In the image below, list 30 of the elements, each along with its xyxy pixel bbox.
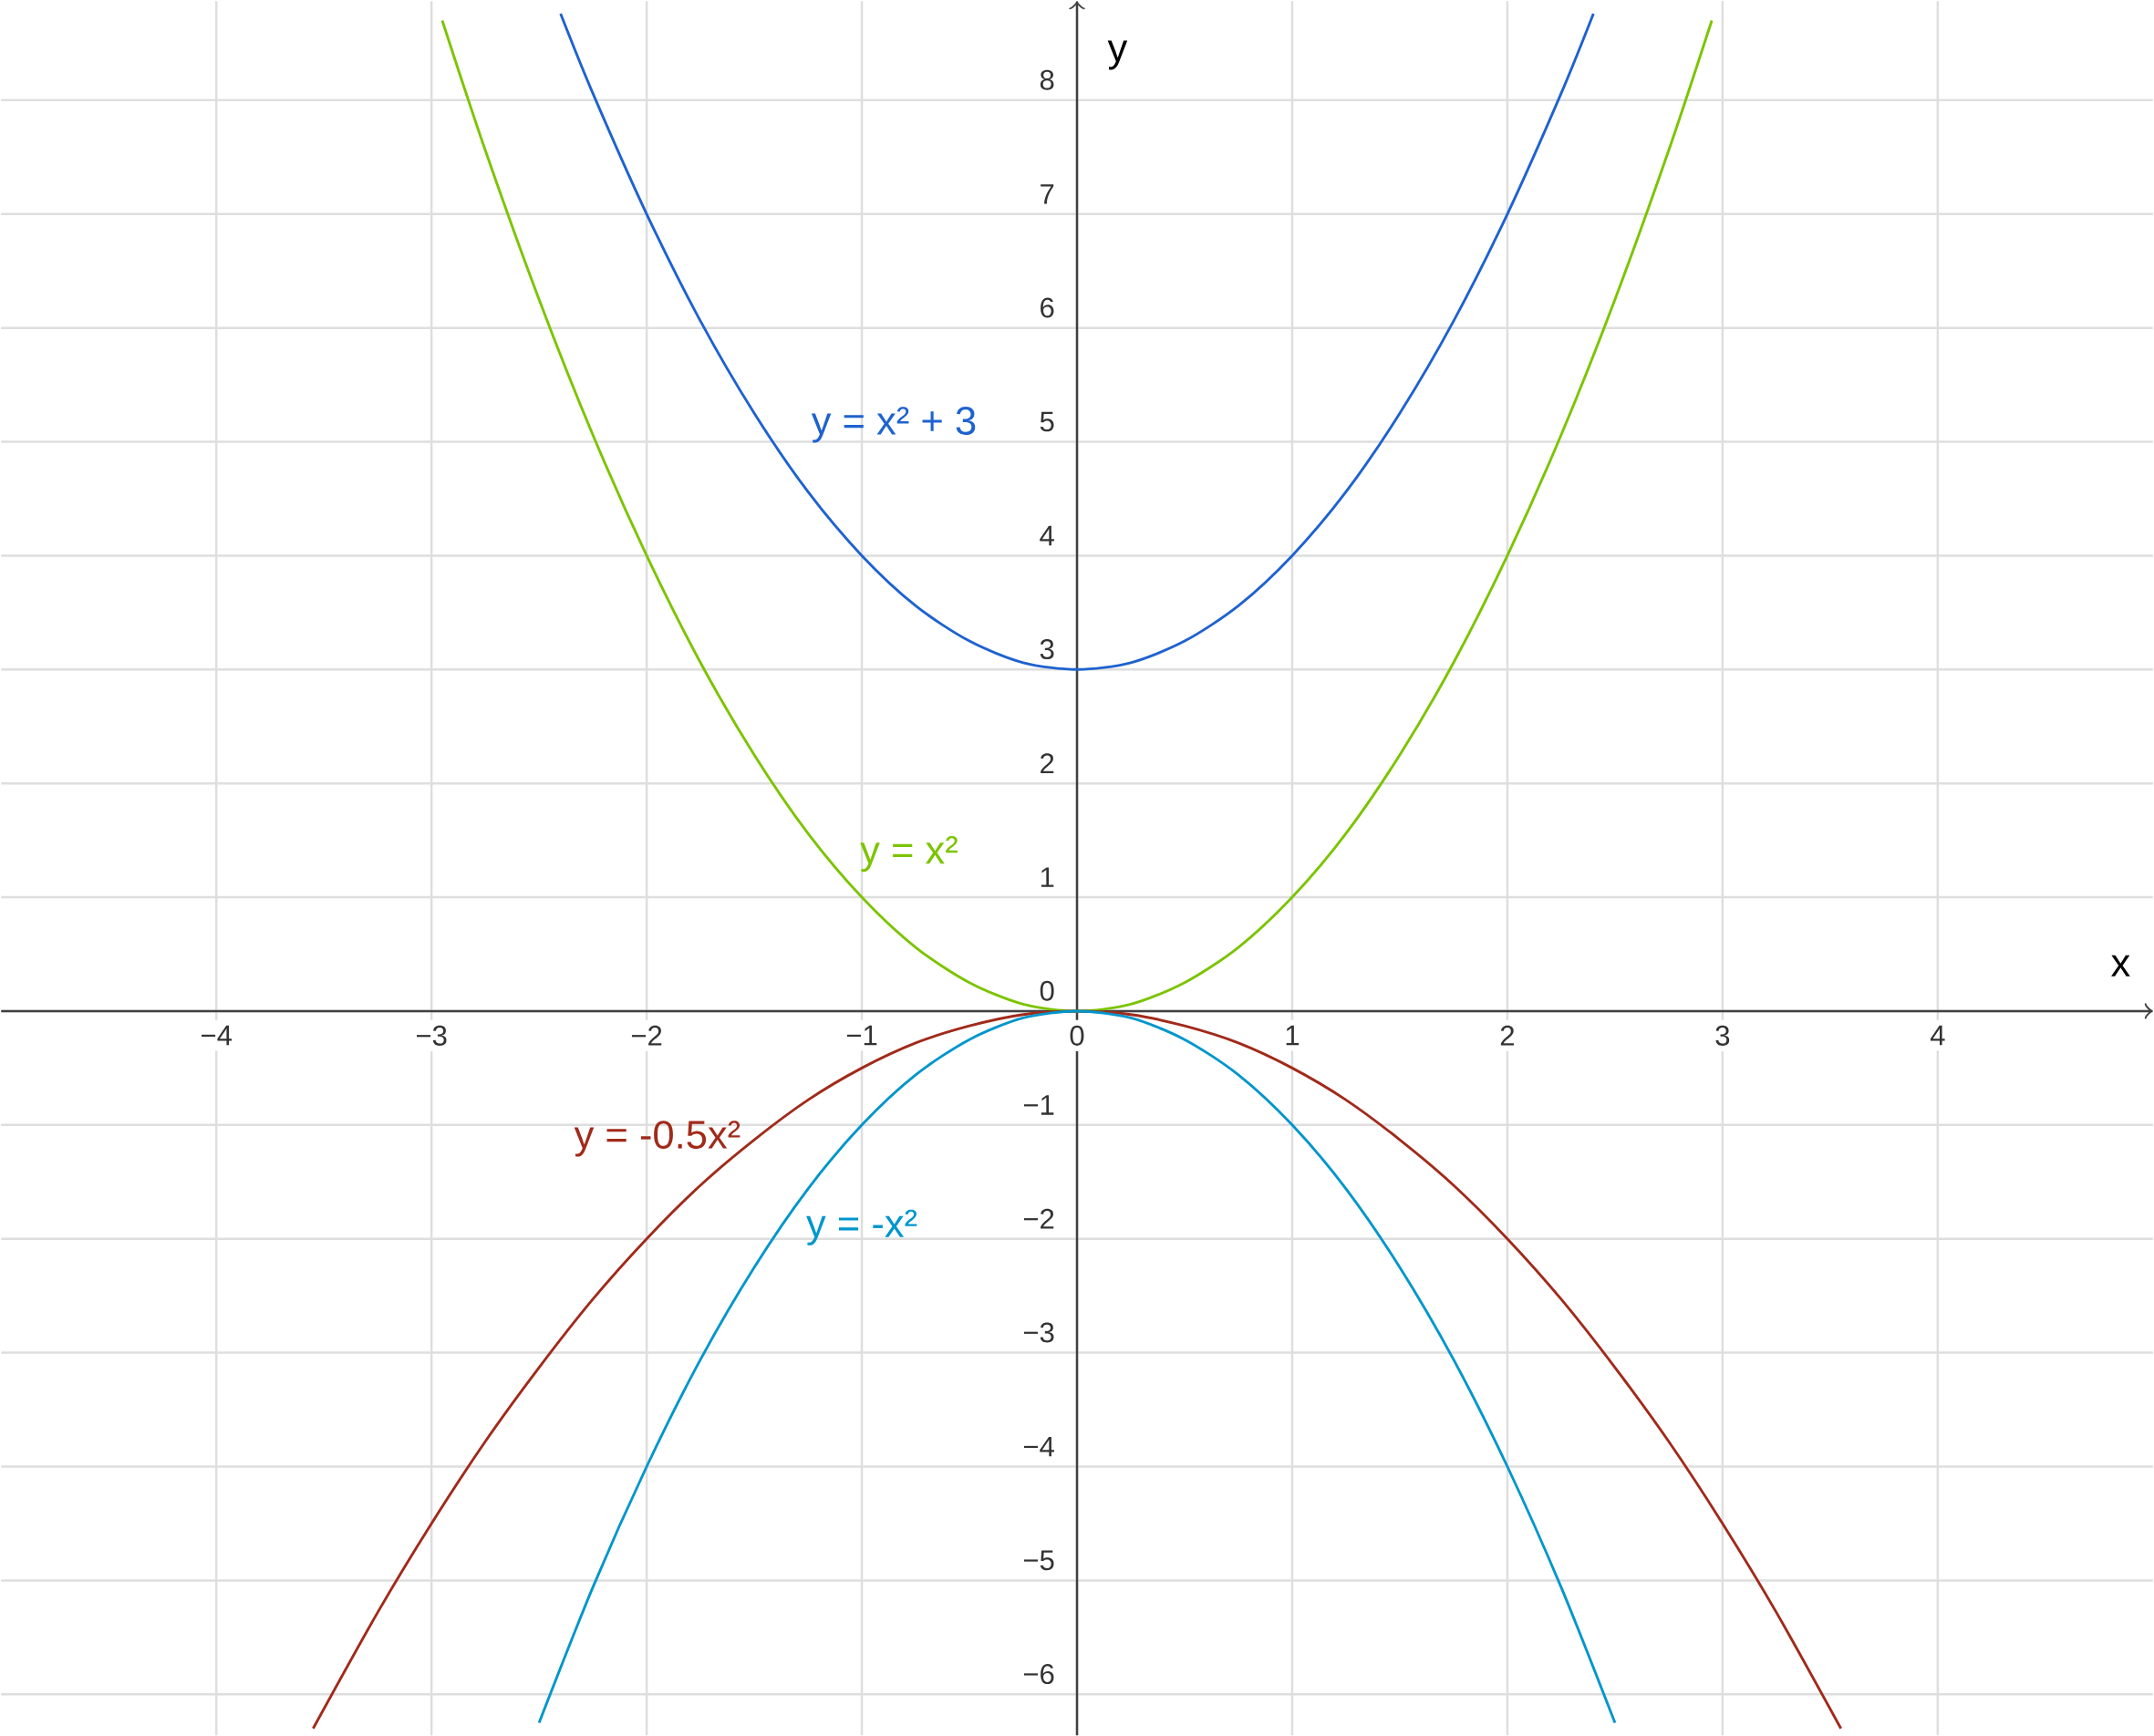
y-tick-label: −2	[1023, 1208, 1054, 1229]
x-tick-label: −1	[846, 1025, 877, 1046]
y-tick-label: 1	[1041, 867, 1054, 887]
y-tick-label: 2	[1041, 753, 1054, 773]
x-tick-label: 4	[1930, 1025, 1945, 1046]
series-label: y = x²	[860, 835, 958, 872]
series-label: y = -x²	[806, 1209, 917, 1245]
y-tick-label: 5	[1040, 411, 1054, 432]
series-label: y = -0.5x²	[574, 1120, 740, 1157]
x-tick-label: −4	[202, 1025, 233, 1046]
y-axis-title: y	[1107, 40, 1128, 70]
y-tick-label: 4	[1040, 525, 1054, 545]
y-tick-label: −5	[1023, 1550, 1054, 1570]
x-tick-label: 0	[1070, 1025, 1084, 1046]
y-tick-label: 7	[1041, 183, 1054, 204]
x-tick-label: 3	[1715, 1025, 1730, 1046]
y-tick-label: 3	[1040, 638, 1054, 659]
y-tick-label: −4	[1023, 1436, 1054, 1457]
y-tick-label: −3	[1023, 1322, 1054, 1343]
x-tick-label: 2	[1500, 1025, 1515, 1046]
y-tick-label: −6	[1023, 1663, 1054, 1684]
x-tick-label: −2	[631, 1025, 662, 1046]
x-tick-label: −3	[416, 1025, 447, 1046]
y-tick-label: 6	[1041, 297, 1054, 318]
x-axis-title: x	[2111, 955, 2130, 976]
y-tick-label: −1	[1023, 1095, 1054, 1115]
series-label: y = x² + 3	[811, 406, 976, 443]
x-tick-label: 1	[1286, 1025, 1300, 1046]
y-tick-label: 0	[1040, 980, 1054, 1001]
y-tick-label: 8	[1040, 69, 1054, 90]
